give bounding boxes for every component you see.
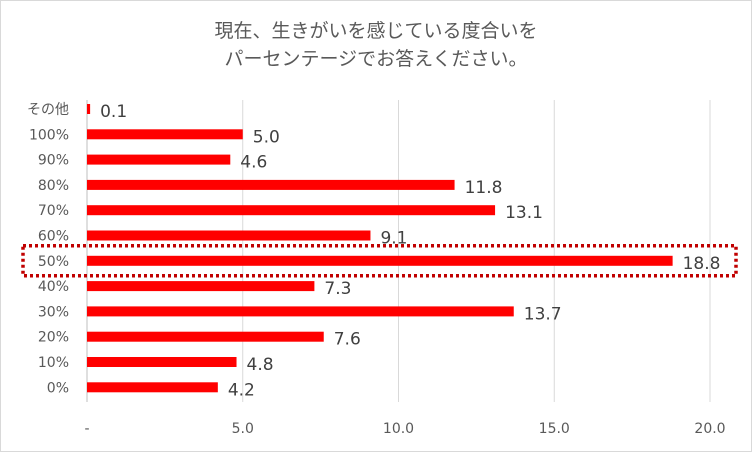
- x-tick-label: 15.0: [539, 421, 570, 437]
- bar: [87, 255, 673, 266]
- bar: [87, 104, 91, 114]
- bar: [87, 205, 496, 216]
- chart-title: 現在、生きがいを感じている度合いを パーセンテージでお答えください。: [0, 17, 752, 73]
- bar: [87, 230, 371, 241]
- bar: [87, 154, 231, 165]
- x-tick-label: 5.0: [232, 421, 254, 437]
- data-label: 5.0: [253, 127, 280, 147]
- highlight-box: [21, 244, 738, 278]
- category-label: その他: [27, 102, 69, 118]
- data-label: 0.1: [100, 102, 127, 122]
- category-label: 60%: [38, 229, 69, 245]
- category-label: 70%: [38, 203, 69, 219]
- data-label: 7.3: [324, 279, 351, 299]
- data-label: 13.1: [505, 203, 543, 223]
- bar: [87, 306, 514, 317]
- category-label: 80%: [38, 178, 69, 194]
- data-label: 4.2: [228, 380, 255, 400]
- data-label: 11.8: [465, 178, 503, 198]
- category-label: 90%: [38, 153, 69, 169]
- category-label: 40%: [38, 279, 69, 295]
- category-label: 10%: [38, 355, 69, 371]
- bar: [87, 357, 237, 367]
- bar: [87, 179, 455, 190]
- x-tick-label: 10.0: [383, 421, 414, 437]
- category-label: 50%: [38, 254, 69, 270]
- data-label: 4.8: [247, 355, 274, 375]
- bar: [87, 382, 218, 393]
- data-label: 9.1: [380, 229, 407, 249]
- x-tick-label: 20.0: [694, 421, 725, 437]
- data-label: 7.6: [334, 330, 361, 350]
- bar: [87, 331, 324, 342]
- category-label: 0%: [47, 380, 69, 396]
- x-tick-label: -: [84, 421, 89, 437]
- bar: [87, 281, 315, 292]
- category-label: 20%: [38, 330, 69, 346]
- data-label: 18.8: [683, 254, 721, 274]
- data-label: 13.7: [524, 304, 562, 324]
- chart-title-line-1: 現在、生きがいを感じている度合いを: [214, 20, 538, 42]
- category-label: 100%: [29, 127, 69, 143]
- category-label: 30%: [38, 304, 69, 320]
- chart-title-line-2: パーセンテージでお答えください。: [224, 48, 528, 70]
- bar: [87, 129, 243, 140]
- data-label: 4.6: [240, 153, 267, 173]
